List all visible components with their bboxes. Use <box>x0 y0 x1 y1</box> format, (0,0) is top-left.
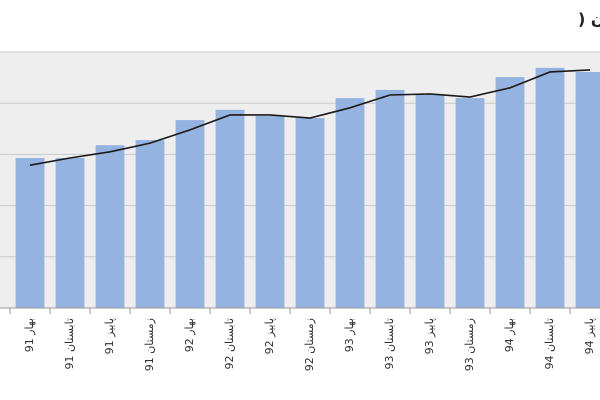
x-tick-label: تابستان 91 <box>63 318 76 370</box>
bar <box>575 71 600 308</box>
x-tick-label: بهار 92 <box>183 318 196 352</box>
bar <box>255 116 285 308</box>
x-tick-label: تابستان 93 <box>383 318 396 370</box>
bar <box>95 145 125 308</box>
x-tick-label: پاییز 93 <box>423 318 436 354</box>
bar <box>295 118 325 308</box>
bar <box>175 120 205 308</box>
bar <box>15 157 45 308</box>
bar <box>215 109 245 308</box>
x-tick-label: تابستان 92 <box>223 318 236 370</box>
bar <box>455 98 485 308</box>
x-tick-label: پاییز 94 <box>583 318 596 354</box>
x-tick-label: زمستان 91 <box>143 318 156 371</box>
bar <box>375 89 405 308</box>
x-tick-label: پاییز 91 <box>103 318 116 354</box>
x-tick-label: پاییز 92 <box>263 318 276 354</box>
x-tick-label: تابستان 94 <box>543 318 556 370</box>
bar <box>135 140 165 308</box>
bar <box>495 77 525 308</box>
x-tick-label: بهار 94 <box>503 318 516 352</box>
x-tick-label: بهار 93 <box>343 318 356 352</box>
bar <box>535 67 565 308</box>
bar <box>415 95 445 309</box>
x-tick-label: زمستان 92 <box>303 318 316 371</box>
chart-title: متوسط اجاره بهای یک مترمربع آپارتمان در … <box>578 9 600 30</box>
x-tick-label: بهار 91 <box>23 318 36 352</box>
x-tick-label: زمستان 93 <box>463 318 476 371</box>
bar <box>55 157 85 308</box>
trend-line <box>29 69 591 166</box>
bar <box>335 98 365 308</box>
